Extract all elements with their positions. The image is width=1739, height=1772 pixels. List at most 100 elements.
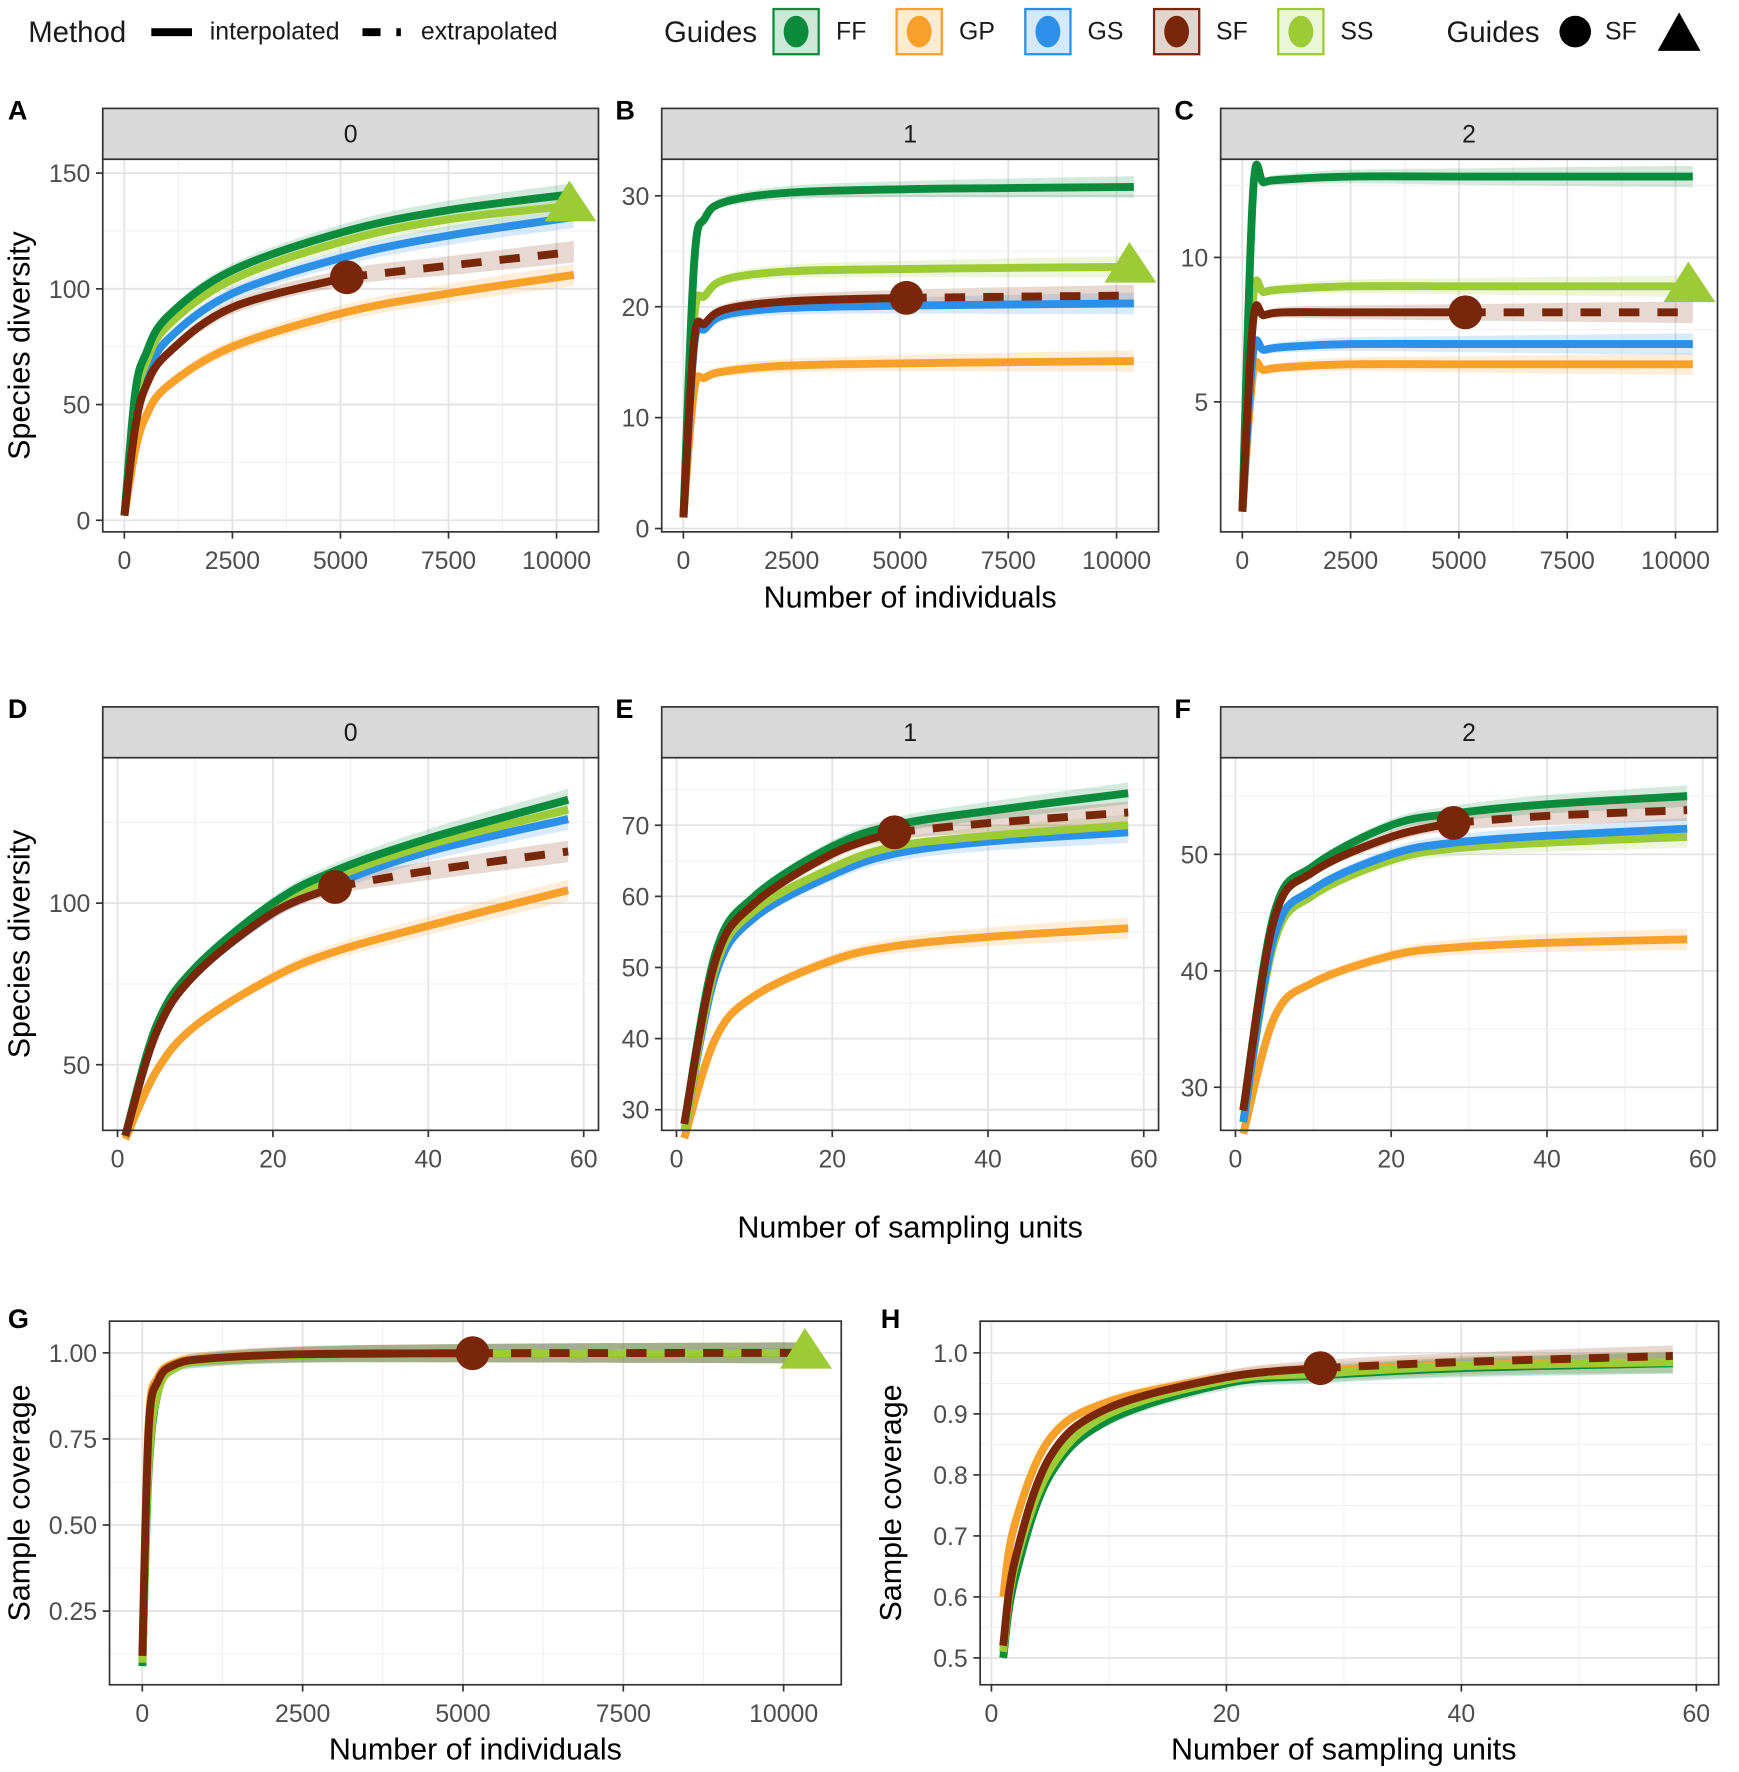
facet-strip-label: 1 [903,121,917,148]
x-tick-label: 0 [670,1147,684,1174]
extrapolated-label: extrapolated [420,16,558,46]
confidence-band-gp [1243,928,1688,1136]
panel-letter: H [881,1303,901,1334]
x-tick-label: 7500 [596,1701,651,1728]
x-tick-label: 0 [1229,1147,1243,1174]
x-tick-label: 20 [818,1147,846,1174]
panel-g: 0 2500 5000 7500 10000 0.25 0.50 0.75 1.00 G Numbe… [2,1303,843,1766]
y-tick-label: 100 [49,277,90,304]
y-axis-title: Species diversity [2,230,36,459]
x-tick-label: 0 [111,1147,125,1174]
reference-triangle-ss [1663,261,1716,303]
facet-strip [101,706,600,759]
x-tick-label: 7500 [421,548,476,575]
y-tick-label: 10 [1181,245,1209,272]
line-ff [679,182,1134,518]
method-legend-title: Method [28,14,127,48]
panel-c: 2 0 2500 5000 7500 10000 5 10 C [1174,95,1719,575]
y-tick-label: 30 [1181,1075,1209,1102]
x-tick-label: 20 [1213,1701,1241,1728]
line-gp [680,924,1129,1140]
y-tick-label: 0.50 [49,1513,97,1540]
circle-icon [1164,15,1189,48]
interpolated-line-key [151,27,192,36]
facet-strip [660,706,1160,759]
y-tick-label: 0.75 [49,1427,97,1454]
y-tick-label: 100 [49,891,90,918]
facet-strip-label: 2 [1462,121,1476,148]
x-tick-label: 40 [1533,1147,1561,1174]
extrapolated-line-sf [334,847,569,891]
shape-legend-title: Guides [1446,14,1540,48]
legend-label-gp: GP [959,16,995,46]
y-tick-label: 50 [622,956,650,983]
y-tick-label: 5 [1194,390,1208,417]
interpolated-line-sf [1239,819,1455,1112]
panel-border [979,1320,1720,1686]
x-tick-label: 10000 [1641,548,1710,575]
x-tick-label: 0 [135,1701,149,1728]
facet-strip-label: 1 [903,720,917,747]
y-tick-label: 40 [622,1027,650,1054]
facet-strip [101,107,600,161]
panel-letter: F [1174,693,1191,724]
facet-strip [1219,706,1719,759]
y-tick-label: 0 [635,517,649,544]
reference-triangle-ss [1104,241,1157,283]
x-tick-label: 0 [985,1701,999,1728]
plot-background [661,159,1159,532]
circle-icon [907,15,932,48]
guides-legend-title: Guides [663,14,758,48]
x-tick-label: 0 [117,548,131,575]
reference-point-sf [1436,805,1471,840]
x-tick-label: 5000 [872,548,927,575]
x-tick-label: 2500 [205,548,260,575]
legend-key-gs[interactable] [1024,7,1072,56]
legend-label-gs: GS [1087,16,1124,46]
extrapolated-line-key [362,27,401,36]
panel-letter: A [8,95,28,126]
method-legend: Method interpolated extrapolated [28,9,557,54]
x-axis-title: Number of sampling units [737,1211,1082,1245]
guides-shape-legend: Guides SF [1447,9,1701,54]
interpolated-line-sf [999,1364,1321,1647]
x-tick-label: 60 [570,1147,598,1174]
facet-strip-label: 2 [1462,720,1476,747]
legend-key-sf[interactable] [1152,7,1201,56]
reference-triangle-ss [544,180,597,222]
circle-shape-key-icon [1559,15,1592,48]
x-tick-label: 60 [1689,1147,1717,1174]
legend-label-ff: FF [836,16,867,46]
y-tick-label: 30 [622,1098,650,1125]
legend-key-ff[interactable] [772,7,821,56]
legend-key-ss[interactable] [1277,7,1325,56]
panel-letter: D [8,693,28,724]
reference-point-sf [455,1336,490,1371]
x-tick-label: 10000 [1082,548,1151,575]
x-tick-label: 20 [259,1147,287,1174]
facet-strip-label: 0 [344,720,358,747]
y-tick-label: 30 [622,184,650,211]
legend-key-gp[interactable] [895,7,944,56]
x-tick-label: 10000 [522,548,591,575]
y-tick-label: 50 [63,1053,91,1080]
y-tick-label: 0.8 [933,1463,968,1490]
facet-strip [660,107,1160,161]
y-tick-label: 0.25 [49,1599,97,1626]
x-tick-label: 40 [1448,1701,1476,1728]
y-tick-label: 70 [622,813,650,840]
x-axis-title: Number of individuals [329,1732,622,1766]
reference-point-sf [330,260,364,295]
reference-triangle-ss [779,1327,832,1369]
legend-label-sf: SF [1216,16,1248,46]
interpolated-line-sf [138,1349,473,1656]
y-tick-label: 1.0 [933,1341,968,1368]
x-tick-label: 60 [1683,1701,1711,1728]
y-tick-label: 150 [49,161,90,188]
y-axis-title: Sample coverage [874,1384,908,1621]
x-tick-label: 60 [1130,1147,1158,1174]
line-ff [120,190,575,516]
